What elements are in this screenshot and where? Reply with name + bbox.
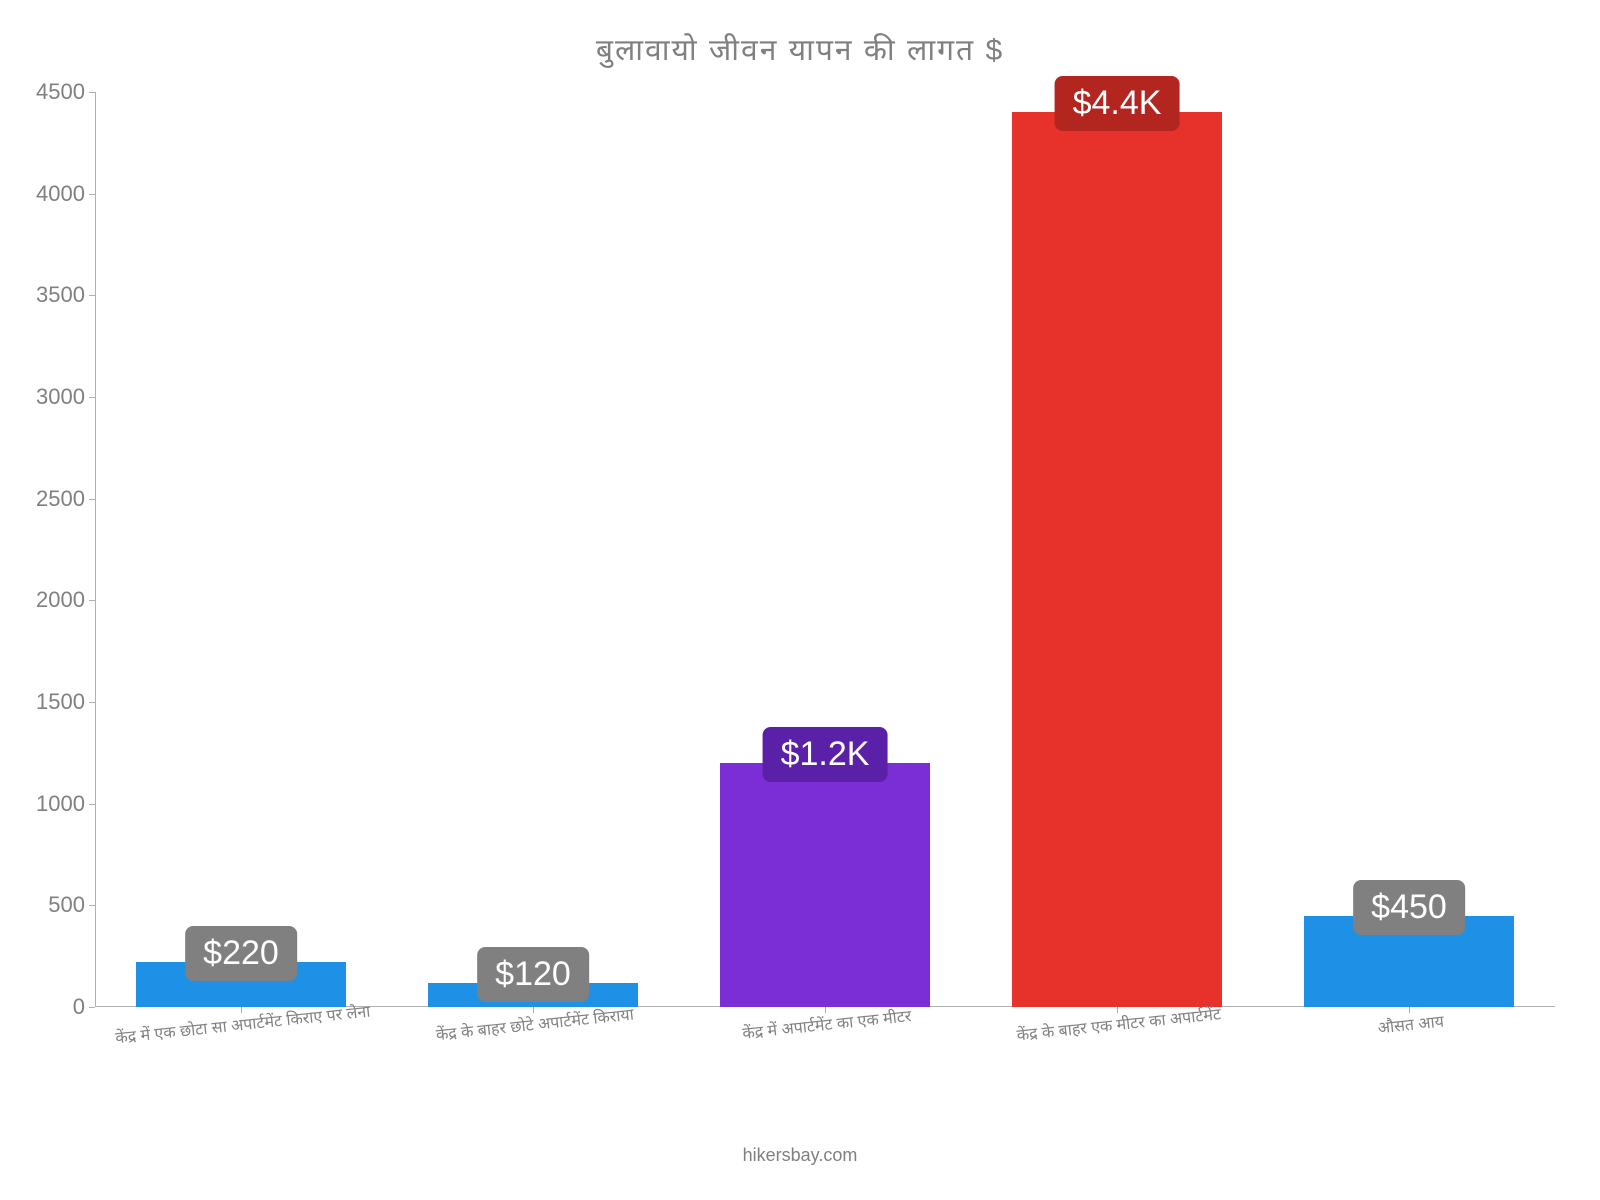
bar-slot: $4.4Kकेंद्र के बाहर एक मीटर का अपार्टमें… — [971, 92, 1263, 1007]
bar-slot: $450औसत आय — [1263, 92, 1555, 1007]
y-tick-label: 2500 — [36, 486, 95, 512]
bar-value-badge: $4.4K — [1055, 76, 1180, 131]
y-tick-label: 0 — [73, 994, 95, 1020]
chart-plot-area: 050010001500200025003000350040004500 $22… — [95, 92, 1555, 1007]
watermark-text: hikersbay.com — [0, 1145, 1600, 1166]
bars-container: $220केंद्र में एक छोटा सा अपार्टमेंट किर… — [95, 92, 1555, 1007]
bar-slot: $220केंद्र में एक छोटा सा अपार्टमेंट किर… — [95, 92, 387, 1007]
x-tick-label: औसत आय — [1376, 1004, 1445, 1039]
y-tick-label: 3500 — [36, 282, 95, 308]
y-tick-label: 4500 — [36, 79, 95, 105]
bar-value-badge: $220 — [185, 926, 297, 981]
bar — [720, 763, 930, 1007]
bar-value-badge: $450 — [1353, 880, 1465, 935]
bar-value-badge: $120 — [477, 947, 589, 1002]
y-tick-label: 2000 — [36, 587, 95, 613]
y-tick-label: 1500 — [36, 689, 95, 715]
bar-slot: $120केंद्र के बाहर छोटे अपार्टमेंट किराय… — [387, 92, 679, 1007]
y-tick-label: 3000 — [36, 384, 95, 410]
bar — [1012, 112, 1222, 1007]
bar-slot: $1.2Kकेंद्र में अपार्टमेंट का एक मीटर — [679, 92, 971, 1007]
chart-title: बुलावायो जीवन यापन की लागत $ — [0, 28, 1600, 69]
y-tick-label: 500 — [48, 892, 95, 918]
cost-of-living-bar-chart: बुलावायो जीवन यापन की लागत $ 05001000150… — [0, 0, 1600, 1200]
y-tick-label: 4000 — [36, 181, 95, 207]
y-tick-label: 1000 — [36, 791, 95, 817]
bar-value-badge: $1.2K — [763, 727, 888, 782]
